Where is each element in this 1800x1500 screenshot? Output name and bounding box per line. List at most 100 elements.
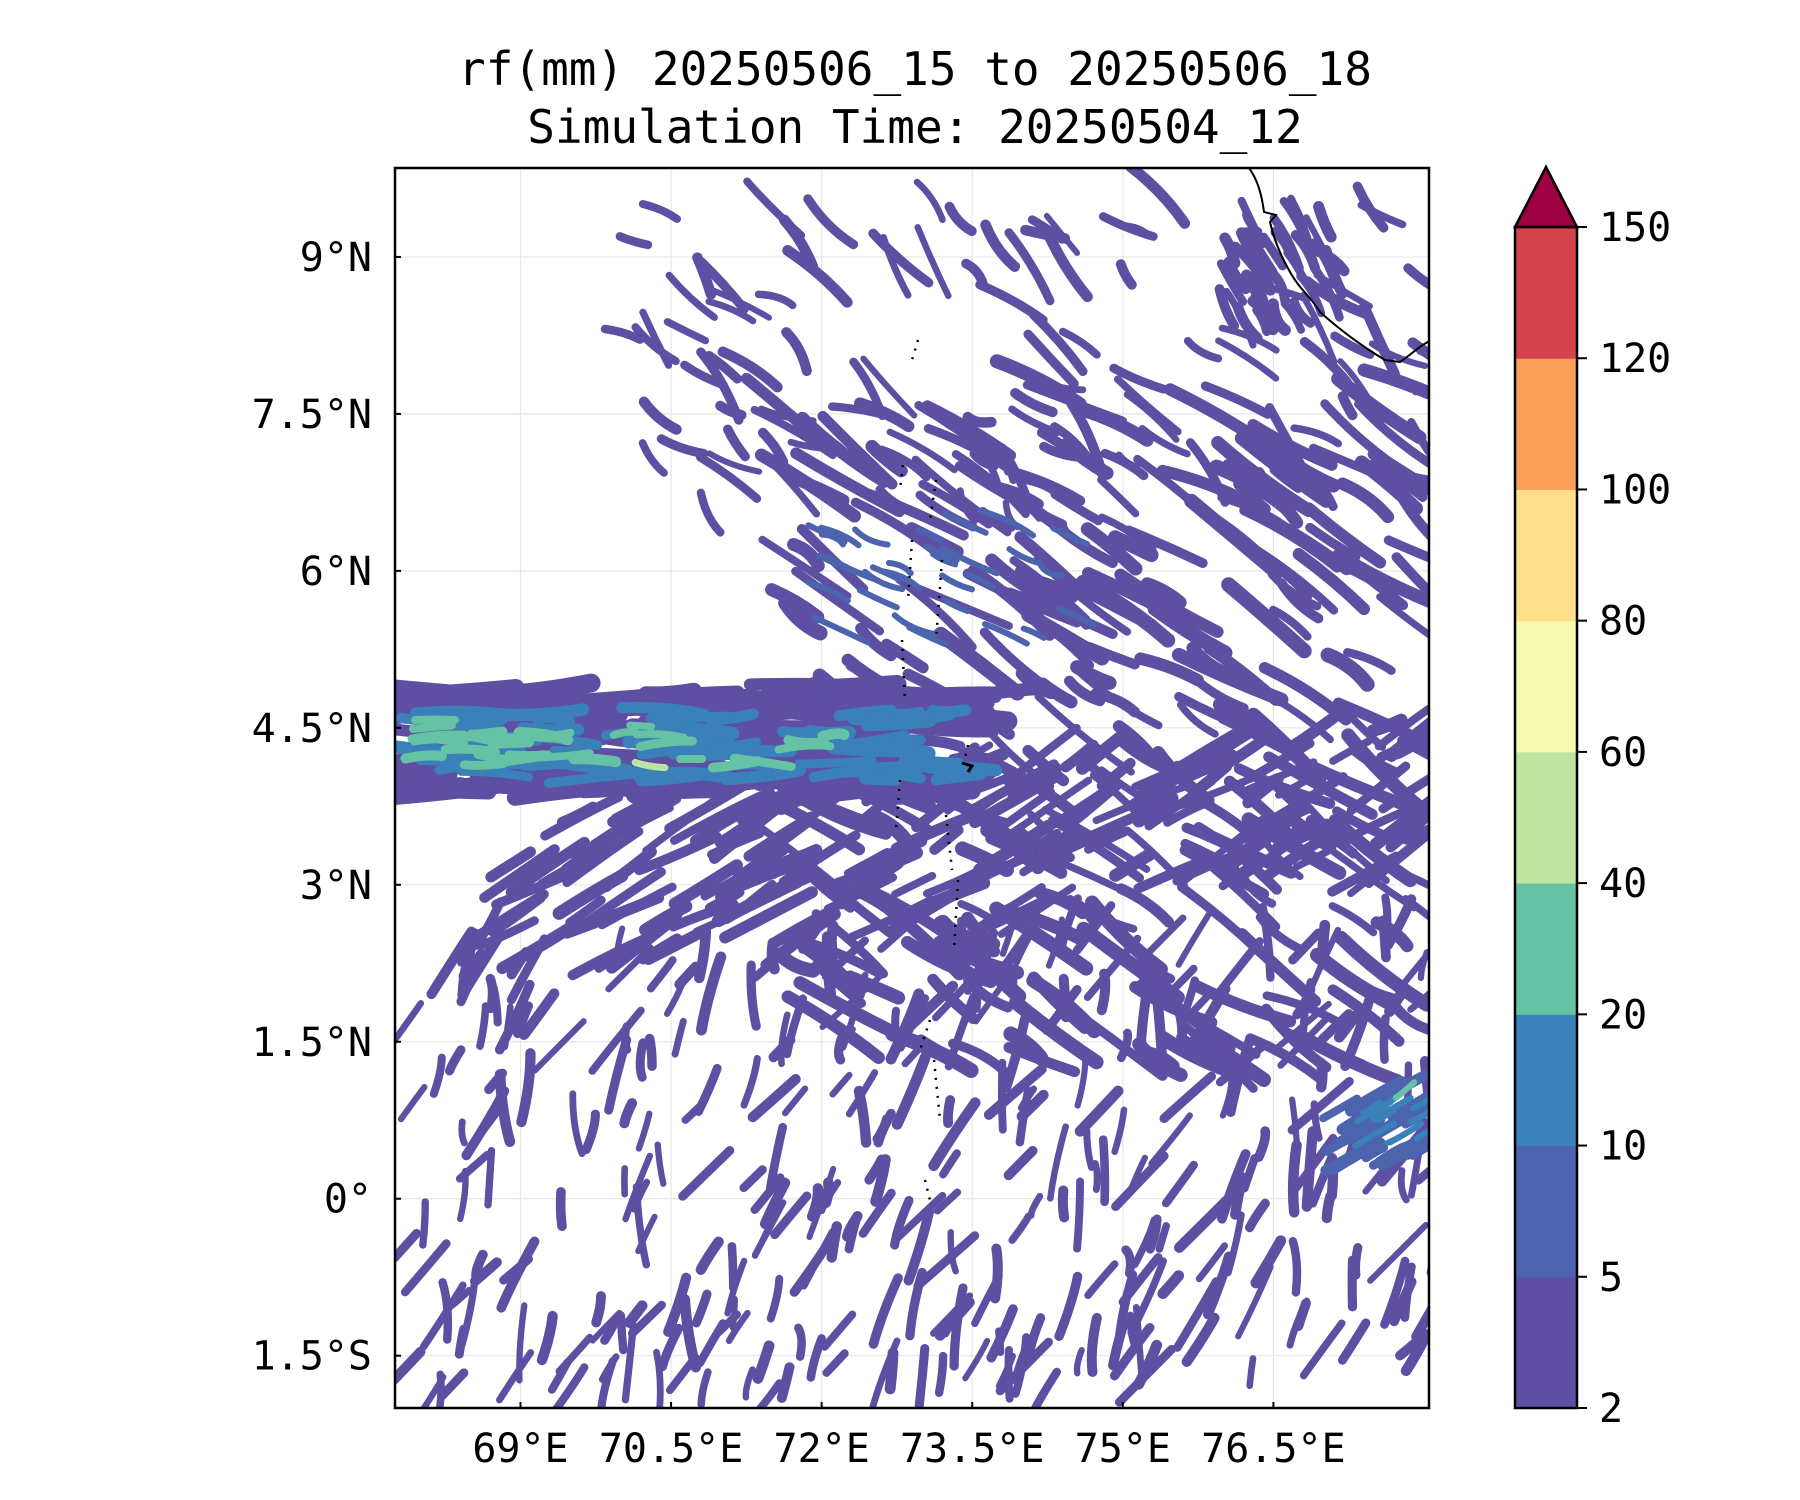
rain-contour xyxy=(1261,834,1327,882)
rain-contour xyxy=(1057,894,1082,953)
rain-contour xyxy=(1317,1009,1354,1044)
rain-contour xyxy=(555,1333,594,1376)
rain-contour xyxy=(1245,1198,1270,1233)
rain-contour xyxy=(891,871,937,898)
rain-contour xyxy=(913,178,946,224)
rain-contour xyxy=(1109,363,1168,394)
rain-contour xyxy=(1388,1276,1417,1327)
rain-contour xyxy=(963,571,996,590)
rain-contour xyxy=(782,245,853,308)
colorbar-segment xyxy=(1515,620,1577,753)
rain-contour xyxy=(1395,489,1429,542)
rain-contour xyxy=(755,1379,784,1408)
colorbar-extend-arrow xyxy=(1512,164,1580,229)
rain-contour xyxy=(1299,978,1315,1034)
rain-contour xyxy=(999,787,1055,830)
rain-contour xyxy=(1121,1245,1135,1278)
rain-contour xyxy=(931,972,979,1022)
rain-contour xyxy=(1344,1075,1407,1117)
rain-contour xyxy=(930,768,986,786)
rain-contour xyxy=(400,750,447,764)
rain-contour xyxy=(695,1319,728,1368)
rain-contour xyxy=(616,1311,628,1355)
rain-contour xyxy=(760,674,907,702)
rain-contour xyxy=(1076,921,1185,1005)
rain-contour xyxy=(817,410,898,490)
rain-contour xyxy=(1413,1127,1429,1142)
rain-contour xyxy=(1369,795,1429,851)
rain-contour xyxy=(1351,1120,1397,1149)
rain-contour xyxy=(805,522,848,546)
rain-contour xyxy=(765,583,825,624)
rain-contour xyxy=(934,1296,975,1341)
rain-contour xyxy=(499,1254,533,1285)
rain-contour xyxy=(1417,949,1429,982)
rain-contour xyxy=(1239,505,1343,573)
rain-contour xyxy=(868,1273,903,1349)
rain-contour xyxy=(1383,894,1417,951)
rain-contour xyxy=(616,701,710,720)
rain-contour xyxy=(1221,577,1312,659)
rain-contour xyxy=(1328,1137,1386,1176)
rain-contour xyxy=(697,1368,712,1408)
rain-contour xyxy=(805,579,851,604)
rain-contour xyxy=(665,1353,700,1395)
rain-contour xyxy=(1290,424,1343,448)
rain-contour xyxy=(751,1202,782,1259)
rain-contour xyxy=(674,961,701,990)
rain-contour xyxy=(457,928,481,999)
rain-contour xyxy=(1039,441,1092,463)
rain-contour xyxy=(1407,337,1429,361)
rain-contour xyxy=(852,526,891,548)
rain-contour xyxy=(1084,895,1168,977)
rain-contour xyxy=(879,568,922,592)
rain-contour xyxy=(1274,772,1317,799)
rain-contour xyxy=(868,228,934,288)
lon-tick-label: 69°E xyxy=(472,1426,568,1472)
rain-contour xyxy=(717,346,783,393)
rain-contour xyxy=(635,1110,653,1152)
rain-contour xyxy=(516,1048,536,1128)
rain-contour xyxy=(1328,902,1378,937)
rain-contour xyxy=(1058,973,1072,1023)
rain-contour xyxy=(1343,648,1396,675)
rain-contour xyxy=(841,1211,863,1242)
rain-contour xyxy=(531,1018,587,1074)
rain-contour xyxy=(865,439,908,478)
rain-contour xyxy=(1109,1323,1155,1381)
rain-contour xyxy=(766,847,816,871)
rain-contour xyxy=(626,721,656,731)
rain-contour xyxy=(750,697,811,713)
rain-contour xyxy=(1286,707,1346,753)
rain-contour xyxy=(930,551,959,568)
rain-contour xyxy=(794,756,877,769)
rain-contour xyxy=(473,751,528,763)
rain-contour xyxy=(1222,459,1287,507)
rain-contour xyxy=(971,947,987,1013)
rain-contour xyxy=(994,482,1044,510)
rain-contour xyxy=(1219,1074,1235,1119)
rain-contour xyxy=(597,882,677,930)
rain-contour xyxy=(1214,284,1240,331)
colorbar-tick-label: 20 xyxy=(1599,992,1647,1038)
rain-contour xyxy=(671,1017,687,1058)
rain-contour xyxy=(609,728,641,739)
map-title-line-1: rf(mm) 20250506_15 to 20250506_18 xyxy=(458,42,1372,96)
rain-contour xyxy=(715,400,747,421)
rain-contour xyxy=(990,1243,1003,1304)
rain-contour xyxy=(1426,1260,1429,1277)
rain-contour xyxy=(1188,760,1233,799)
rain-contour xyxy=(634,831,722,876)
rain-contour xyxy=(1074,1085,1124,1137)
rain-contour xyxy=(459,759,508,770)
rain-contour xyxy=(1309,443,1374,476)
rain-contour xyxy=(1156,464,1253,508)
rain-contour xyxy=(1008,995,1104,1070)
colorbar-tick-label: 80 xyxy=(1599,599,1647,645)
rain-contour xyxy=(1109,848,1156,882)
rain-contour xyxy=(1277,1016,1330,1069)
rain-contour xyxy=(395,1229,421,1263)
rain-contour xyxy=(1176,701,1219,738)
rain-contour xyxy=(1367,1221,1429,1284)
